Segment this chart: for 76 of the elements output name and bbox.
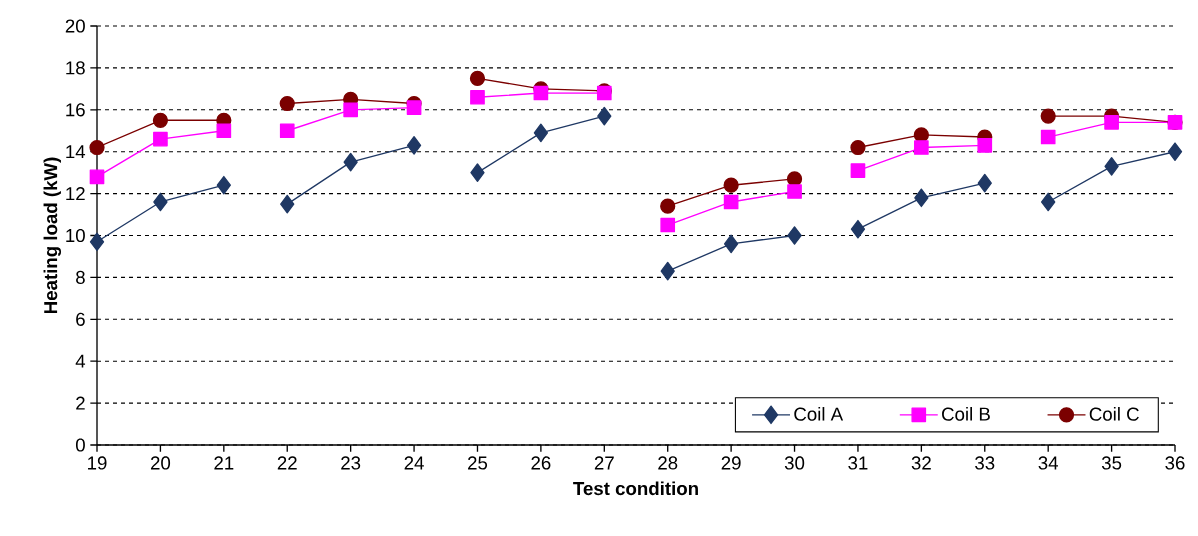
x-tick-label: 25: [468, 456, 488, 470]
point: [723, 177, 739, 193]
point: [153, 192, 168, 212]
point: [914, 140, 929, 155]
y-tick-label: 14: [66, 145, 86, 159]
point: [533, 123, 549, 143]
point: [470, 89, 485, 105]
point: [406, 100, 422, 116]
y-tick-label: 0: [75, 438, 85, 452]
y-tick-label: 12: [66, 187, 85, 201]
x-tick-label: 33: [975, 456, 995, 470]
y-tick-label: 18: [66, 61, 85, 75]
point: [1104, 115, 1119, 130]
point: [152, 112, 169, 128]
legend-label: Coil A: [794, 407, 844, 421]
point: [1040, 129, 1056, 145]
point: [1040, 108, 1056, 124]
point: [850, 139, 866, 156]
point: [1167, 142, 1183, 162]
point: [89, 139, 105, 156]
y-tick-label: 20: [65, 19, 85, 33]
point: [660, 198, 676, 214]
x-tick-label: 24: [404, 456, 424, 470]
x-tick-label: 31: [848, 456, 868, 470]
point: [660, 261, 675, 281]
point: [280, 194, 295, 214]
point: [850, 163, 866, 178]
x-tick-label: 36: [1165, 456, 1185, 470]
point: [660, 217, 676, 233]
x-tick-label: 27: [594, 456, 614, 470]
point: [470, 163, 485, 182]
x-tick-label: 19: [88, 456, 107, 470]
x-tick-label: 21: [214, 456, 234, 470]
point: [977, 173, 992, 193]
point: [723, 234, 739, 254]
point: [216, 175, 231, 195]
x-axis-title: Test condition: [573, 481, 698, 496]
x-tick-label: 34: [1038, 456, 1059, 470]
point: [787, 226, 802, 245]
y-tick-label: 6: [76, 312, 85, 326]
x-tick-label: 29: [721, 456, 741, 470]
point: [597, 106, 612, 126]
point: [723, 194, 739, 210]
y-tick-label: 4: [75, 354, 86, 368]
point: [1041, 192, 1056, 212]
x-tick-label: 23: [341, 456, 361, 470]
point: [469, 70, 486, 86]
y-axis-title: Heating load (kW): [43, 157, 62, 314]
x-tick-label: 35: [1101, 456, 1122, 470]
x-tick-label: 26: [531, 456, 551, 470]
y-tick-label: 2: [76, 396, 85, 410]
point: [153, 131, 168, 147]
legend-label: Coil B: [942, 407, 990, 421]
x-tick-label: 28: [658, 456, 678, 470]
x-tick-label: 30: [784, 456, 805, 470]
point: [89, 232, 105, 252]
x-tick-label: 22: [277, 456, 297, 470]
point: [1104, 157, 1119, 176]
point: [914, 188, 929, 208]
x-tick-label: 32: [911, 456, 931, 470]
y-tick-label: 16: [66, 103, 85, 117]
y-tick-label: 10: [66, 228, 85, 243]
point: [279, 123, 295, 139]
point: [216, 123, 232, 139]
point: [850, 219, 866, 239]
point: [279, 95, 295, 112]
point: [977, 138, 993, 153]
legend-label: Coil C: [1089, 407, 1139, 421]
point: [406, 136, 422, 155]
point: [89, 169, 105, 185]
point: [343, 102, 358, 118]
x-tick-label: 20: [150, 456, 171, 470]
point: [533, 85, 549, 101]
point: [343, 152, 358, 172]
point: [787, 184, 802, 199]
y-tick-label: 8: [76, 270, 85, 285]
